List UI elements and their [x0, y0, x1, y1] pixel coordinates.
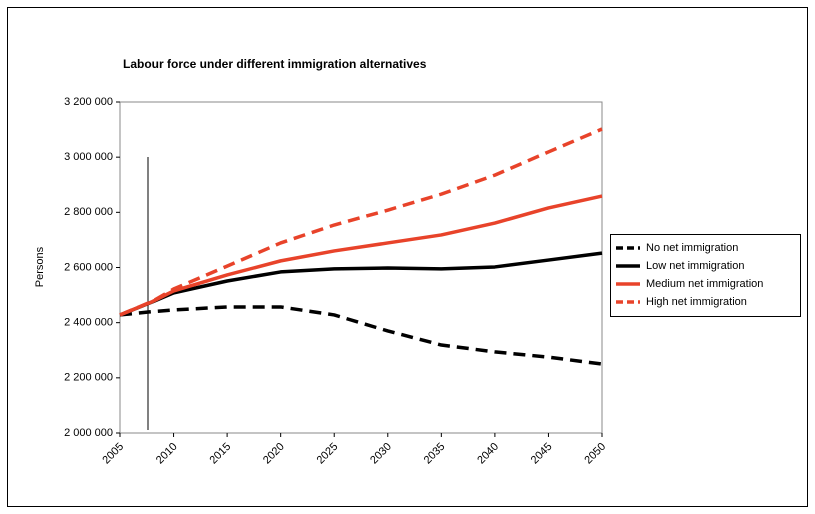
y-tick-label: 2 200 000: [64, 372, 113, 384]
legend: [610, 234, 801, 317]
y-tick-label: 2 800 000: [64, 206, 113, 218]
y-axis-label: Persons: [34, 246, 46, 287]
series-line: [119, 194, 603, 317]
legend-label: High net immigration: [646, 296, 747, 308]
y-tick-label: 2 400 000: [64, 317, 113, 329]
y-tick-label: 3 000 000: [64, 151, 113, 163]
series-line: [119, 305, 603, 366]
chart-title: Labour force under different immigration…: [123, 57, 427, 71]
y-tick-label: 2 000 000: [64, 427, 113, 439]
legend-label: Low net immigration: [646, 260, 744, 272]
legend-label: No net immigration: [646, 242, 738, 254]
y-tick-label: 2 600 000: [64, 261, 113, 273]
legend-label: Medium net immigration: [646, 278, 763, 290]
y-tick-label: 3 200 000: [64, 96, 113, 108]
series-line: [119, 127, 603, 317]
